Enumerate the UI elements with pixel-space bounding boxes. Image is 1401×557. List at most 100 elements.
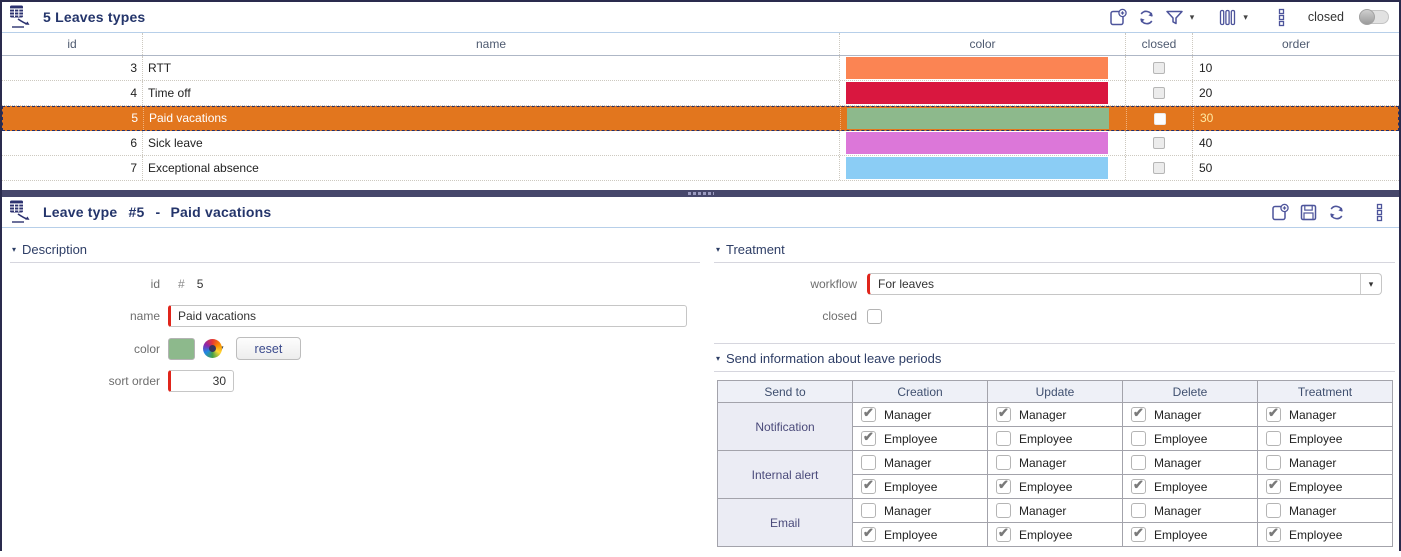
column-header-order[interactable]: order xyxy=(1281,37,1310,51)
color-swatch[interactable] xyxy=(168,337,195,360)
send-option-cell: Manager xyxy=(1122,402,1258,427)
manager-checkbox[interactable] xyxy=(1266,455,1281,470)
filter-icon[interactable] xyxy=(1165,8,1184,27)
send-option-cell: Manager xyxy=(987,450,1123,475)
send-option-cell: Manager xyxy=(1122,498,1258,523)
employee-checkbox[interactable] xyxy=(861,477,876,494)
list-panel-title: 5 Leaves types xyxy=(43,9,146,25)
role-label: Manager xyxy=(884,503,932,518)
sort-order-input[interactable]: 30 xyxy=(168,370,234,392)
send-option-cell: Manager xyxy=(987,402,1123,427)
manager-checkbox[interactable] xyxy=(996,405,1011,422)
column-header-name[interactable]: name xyxy=(143,33,840,55)
role-label: Manager xyxy=(1289,455,1337,470)
chevron-down-icon[interactable]: ▾ xyxy=(1189,11,1195,22)
employee-checkbox[interactable] xyxy=(1131,525,1146,542)
role-label: Employee xyxy=(1154,479,1208,494)
role-label: Employee xyxy=(1019,527,1073,542)
table-row[interactable]: 4 Time off 20 xyxy=(2,81,1399,106)
workflow-select[interactable]: For leaves ▾ xyxy=(867,273,1382,295)
new-record-icon[interactable] xyxy=(1271,203,1290,222)
send-option-cell: Employee xyxy=(1122,426,1258,451)
send-option-cell: Employee xyxy=(852,474,988,499)
employee-checkbox[interactable] xyxy=(1266,477,1281,494)
collapse-triangle-icon: ▾ xyxy=(716,245,721,254)
columns-icon[interactable] xyxy=(1218,8,1237,27)
send-information-block: ▾ Send information about leave periods S… xyxy=(714,343,1395,547)
manager-checkbox[interactable] xyxy=(1131,405,1146,422)
manager-checkbox[interactable] xyxy=(996,455,1011,470)
table-row[interactable]: 5 Paid vacations 30 xyxy=(2,106,1399,131)
manager-checkbox[interactable] xyxy=(996,503,1011,518)
send-option-cell: Employee xyxy=(852,426,988,451)
manager-checkbox[interactable] xyxy=(861,405,876,422)
splitter-grip-icon[interactable] xyxy=(687,192,714,195)
column-header-id[interactable]: id xyxy=(2,33,143,55)
save-icon[interactable] xyxy=(1299,203,1318,222)
refresh-icon[interactable] xyxy=(1327,203,1346,222)
name-input[interactable]: Paid vacations xyxy=(168,305,687,327)
employee-checkbox[interactable] xyxy=(996,477,1011,494)
role-label: Manager xyxy=(1154,407,1202,422)
employee-checkbox[interactable] xyxy=(996,525,1011,542)
leave-type-form-panel: Leave type #5 - Paid vacations xyxy=(2,197,1399,549)
form-content: ▾ Description id # 5 name Paid vacations… xyxy=(2,228,1399,549)
column-header-closed[interactable]: closed xyxy=(1126,33,1193,55)
send-to-column-header: Send to xyxy=(717,380,853,403)
closed-row-checkbox[interactable] xyxy=(1154,112,1166,125)
manager-checkbox[interactable] xyxy=(1266,503,1281,518)
new-record-icon[interactable] xyxy=(1109,8,1128,27)
table-row[interactable]: 3 RTT 10 xyxy=(2,56,1399,81)
more-icon[interactable] xyxy=(1370,203,1389,222)
color-wheel-icon[interactable] xyxy=(203,339,222,358)
employee-checkbox[interactable] xyxy=(1266,525,1281,542)
delete-column-header: Delete xyxy=(1122,380,1258,403)
table-row[interactable]: 7 Exceptional absence 50 xyxy=(2,156,1399,181)
employee-checkbox[interactable] xyxy=(861,429,876,446)
closed-row-checkbox[interactable] xyxy=(1153,162,1165,174)
employee-checkbox[interactable] xyxy=(1266,431,1281,446)
closed-toggle[interactable] xyxy=(1359,9,1389,25)
cell-name: Time off xyxy=(143,81,840,105)
employee-checkbox[interactable] xyxy=(861,525,876,542)
manager-checkbox[interactable] xyxy=(1131,455,1146,470)
manager-checkbox[interactable] xyxy=(861,503,876,518)
closed-checkbox[interactable] xyxy=(867,308,882,324)
panel-splitter[interactable] xyxy=(2,190,1399,197)
employee-checkbox[interactable] xyxy=(1131,477,1146,494)
manager-checkbox[interactable] xyxy=(1131,503,1146,518)
role-label: Employee xyxy=(1289,431,1343,446)
chevron-down-icon[interactable]: ▾ xyxy=(1243,11,1248,22)
role-label: Manager xyxy=(1154,455,1202,470)
send-group-label: Email xyxy=(717,498,853,547)
send-information-block-title[interactable]: ▾ Send information about leave periods xyxy=(714,349,1395,372)
send-option-cell: Manager xyxy=(1257,450,1393,475)
leave-type-icon xyxy=(8,199,35,225)
column-header-color[interactable]: color xyxy=(840,33,1126,55)
cell-color xyxy=(840,81,1126,105)
refresh-icon[interactable] xyxy=(1137,8,1156,27)
closed-field-label: closed xyxy=(822,309,857,323)
manager-checkbox[interactable] xyxy=(1266,405,1281,422)
role-label: Manager xyxy=(1154,503,1202,518)
description-block-title[interactable]: ▾ Description xyxy=(10,240,700,263)
table-row[interactable]: 6 Sick leave 40 xyxy=(2,131,1399,156)
closed-row-checkbox[interactable] xyxy=(1153,137,1165,149)
manager-checkbox[interactable] xyxy=(861,455,876,470)
form-title-separator: - xyxy=(155,204,161,220)
send-option-cell: Manager xyxy=(1257,402,1393,427)
role-label: Employee xyxy=(1154,431,1208,446)
cell-name: RTT xyxy=(143,56,840,80)
color-bar xyxy=(846,57,1108,79)
field-row-name: name Paid vacations xyxy=(10,305,700,327)
chevron-down-icon[interactable]: ▾ xyxy=(1360,274,1381,294)
cell-closed xyxy=(1126,156,1193,180)
reset-color-button[interactable]: reset xyxy=(235,337,302,360)
send-table-row: Employee Employee Employee Employee xyxy=(718,474,1393,499)
closed-row-checkbox[interactable] xyxy=(1153,87,1165,99)
closed-row-checkbox[interactable] xyxy=(1153,62,1165,74)
employee-checkbox[interactable] xyxy=(1131,431,1146,446)
treatment-block-title[interactable]: ▾ Treatment xyxy=(714,240,1395,263)
more-icon[interactable] xyxy=(1272,8,1291,27)
employee-checkbox[interactable] xyxy=(996,431,1011,446)
